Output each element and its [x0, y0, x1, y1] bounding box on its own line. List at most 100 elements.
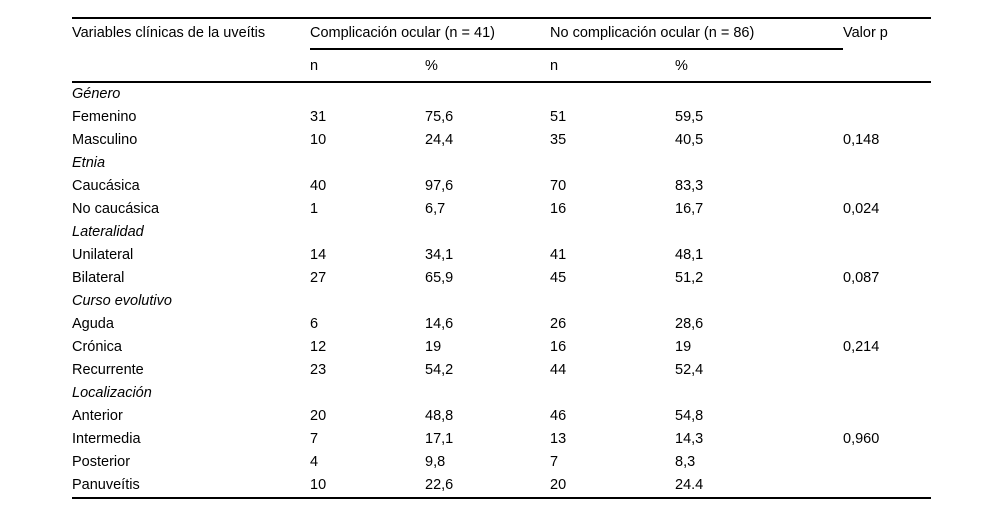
- pct2-cell: 24.4: [675, 477, 704, 493]
- pct2-cell: 51,2: [675, 270, 704, 286]
- n1-cell: 12: [310, 339, 327, 355]
- label-cell: Aguda: [72, 316, 114, 332]
- label-cell: Posterior: [72, 454, 131, 470]
- pvalue-cell: 0,960: [843, 431, 880, 447]
- pvalue-cell: 0,024: [843, 201, 880, 217]
- page: Variables clínicas de la uveítis Complic…: [0, 17, 1000, 517]
- column-header-complication-group: Complicación ocular (n = 41): [310, 18, 550, 50]
- pvalue-cell: [843, 451, 931, 474]
- pvalue-cell: [843, 106, 931, 129]
- section-row: Etnia: [72, 152, 931, 175]
- pct1-cell: 54,2: [425, 362, 454, 378]
- pvalue-cell: [843, 359, 931, 382]
- n1-cell: 7: [310, 431, 319, 447]
- column-header-no-complication-group: No complicación ocular (n = 86): [550, 18, 843, 50]
- table-row: Crónica 12 19 16 19 0,214: [72, 336, 931, 359]
- label-cell: Recurrente: [72, 362, 144, 378]
- n1-cell: 1: [310, 201, 319, 217]
- pct1-cell: 22,6: [425, 477, 454, 493]
- pvalue-cell: [843, 405, 931, 428]
- section-label: Localización: [72, 385, 152, 401]
- label-cell: Caucásica: [72, 178, 140, 194]
- n1-cell: 23: [310, 362, 327, 378]
- pct1-cell: 97,6: [425, 178, 454, 194]
- n2-cell: 7: [550, 454, 559, 470]
- pct2-cell: 54,8: [675, 408, 704, 424]
- section-row: Localización: [72, 382, 931, 405]
- n1-cell: 40: [310, 178, 327, 194]
- table-row: Posterior 4 9,8 7 8,3: [72, 451, 931, 474]
- pct2-cell: 19: [675, 339, 692, 355]
- table-row: Intermedia 7 17,1 13 14,3 0,960: [72, 428, 931, 451]
- pvalue-cell: 0,214: [843, 339, 880, 355]
- n2-cell: 35: [550, 132, 567, 148]
- section-row: Lateralidad: [72, 221, 931, 244]
- pct1-cell: 24,4: [425, 132, 454, 148]
- n2-cell: 20: [550, 477, 567, 493]
- n2-cell: 44: [550, 362, 567, 378]
- table-row: Aguda 6 14,6 26 28,6: [72, 313, 931, 336]
- pct1-cell: 17,1: [425, 431, 454, 447]
- n2-cell: 70: [550, 178, 567, 194]
- group-header-row: Variables clínicas de la uveítis Complic…: [72, 18, 931, 83]
- n2-cell: 26: [550, 316, 567, 332]
- label-cell: No caucásica: [72, 201, 160, 217]
- pvalue-cell: [843, 244, 931, 267]
- column-header-valor-p: Valor p: [843, 18, 931, 83]
- pvalue-cell: 0,148: [843, 132, 880, 148]
- table-row: No caucásica 1 6,7 16 16,7 0,024: [72, 198, 931, 221]
- pvalue-cell: [843, 175, 931, 198]
- n1-cell: 4: [310, 454, 319, 470]
- pvalue-cell: [843, 313, 931, 336]
- label-cell: Crónica: [72, 339, 122, 355]
- n1-cell: 10: [310, 132, 327, 148]
- n2-cell: 45: [550, 270, 567, 286]
- pct2-cell: 48,1: [675, 247, 704, 263]
- pct2-cell: 40,5: [675, 132, 704, 148]
- pct2-cell: 28,6: [675, 316, 704, 332]
- pct2-cell: 16,7: [675, 201, 704, 217]
- n1-cell: 20: [310, 408, 327, 424]
- table-row: Anterior 20 48,8 46 54,8: [72, 405, 931, 428]
- section-label: Etnia: [72, 155, 106, 171]
- table-row: Femenino 31 75,6 51 59,5: [72, 106, 931, 129]
- pct1-cell: 48,8: [425, 408, 454, 424]
- column-header-variables: Variables clínicas de la uveítis: [72, 18, 310, 83]
- pct2-cell: 59,5: [675, 109, 704, 125]
- label-cell: Unilateral: [72, 247, 134, 263]
- pct1-cell: 14,6: [425, 316, 454, 332]
- table-row: Masculino 10 24,4 35 40,5 0,148: [72, 129, 931, 152]
- table-body: Género Femenino 31 75,6 51 59,5 Masculino 10 24,…: [72, 82, 931, 498]
- pct2-cell: 52,4: [675, 362, 704, 378]
- pct1-cell: 6,7: [425, 201, 446, 217]
- pct1-cell: 34,1: [425, 247, 454, 263]
- section-row: Curso evolutivo: [72, 290, 931, 313]
- clinical-variables-table: Variables clínicas de la uveítis Complic…: [72, 17, 931, 499]
- n2-cell: 13: [550, 431, 567, 447]
- label-cell: Intermedia: [72, 431, 141, 447]
- table-row: Recurrente 23 54,2 44 52,4: [72, 359, 931, 382]
- section-label: Género: [72, 86, 121, 102]
- n1-cell: 10: [310, 477, 327, 493]
- section-label: Curso evolutivo: [72, 293, 172, 309]
- n2-cell: 16: [550, 339, 567, 355]
- label-cell: Femenino: [72, 109, 137, 125]
- label-cell: Bilateral: [72, 270, 125, 286]
- n2-cell: 51: [550, 109, 567, 125]
- pct2-cell: 8,3: [675, 454, 696, 470]
- table-row: Panuveítis 10 22,6 20 24.4: [72, 474, 931, 498]
- pct1-cell: 19: [425, 339, 442, 355]
- pct1-cell: 9,8: [425, 454, 446, 470]
- pct2-cell: 83,3: [675, 178, 704, 194]
- subheader-row: n % n %: [72, 49, 931, 83]
- subheader-n-complication: n: [310, 49, 425, 83]
- pvalue-cell: 0,087: [843, 270, 880, 286]
- n2-cell: 16: [550, 201, 567, 217]
- section-row: Género: [72, 82, 931, 106]
- n1-cell: 27: [310, 270, 327, 286]
- section-label: Lateralidad: [72, 224, 144, 240]
- pct1-cell: 75,6: [425, 109, 454, 125]
- n1-cell: 31: [310, 109, 327, 125]
- subheader-pct-complication: %: [425, 49, 550, 83]
- table-row: Caucásica 40 97,6 70 83,3: [72, 175, 931, 198]
